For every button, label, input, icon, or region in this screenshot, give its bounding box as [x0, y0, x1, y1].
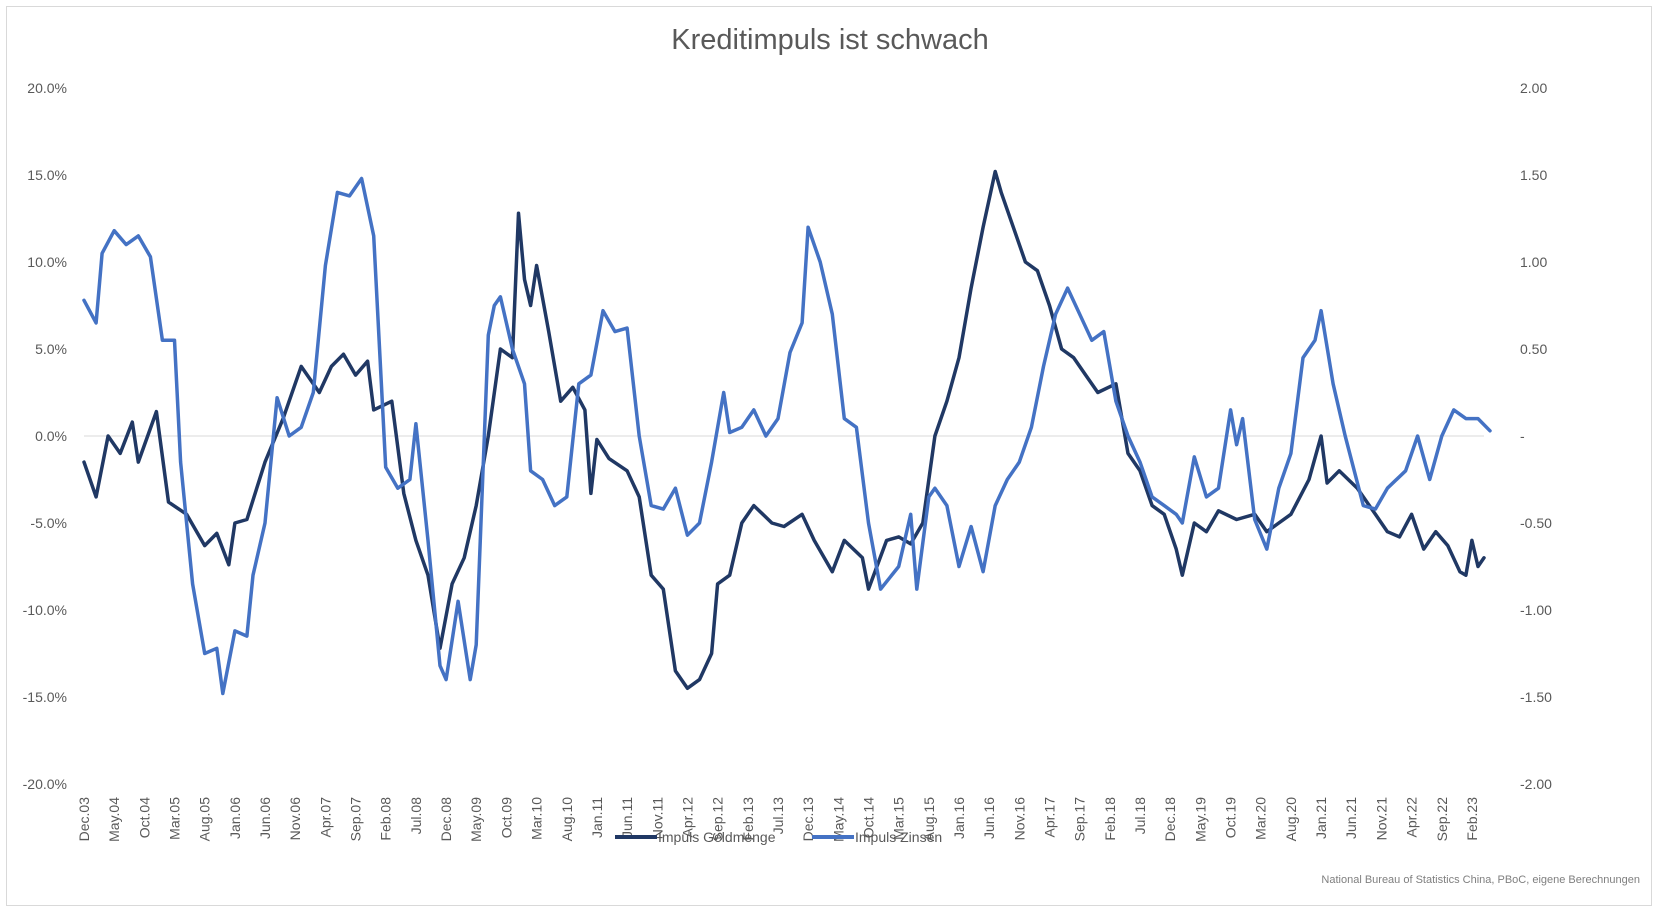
y-right-tick-label: -0.50: [1520, 515, 1552, 531]
x-tick-label: May.19: [1192, 797, 1208, 842]
x-tick-label: Feb.18: [1102, 797, 1118, 841]
x-tick-label: May.14: [830, 797, 846, 842]
y-right-tick-label: 1.50: [1520, 167, 1547, 183]
y-right-axis: 2.00 1.50 1.00 0.50 - -0.50 -1.00 -1.50 -2.00: [1520, 80, 1552, 792]
legend: Impuls Geldmenge Impuls Zinsen: [615, 829, 942, 845]
x-tick-label: Mar.05: [167, 797, 183, 840]
chart-frame: [6, 6, 1652, 906]
x-tick-label: Mar.20: [1253, 797, 1269, 840]
source-note: National Bureau of Statistics China, PBo…: [1321, 874, 1640, 886]
x-tick-label: Mar.10: [529, 797, 545, 840]
x-tick-label: Feb.08: [378, 797, 394, 841]
y-right-tick-label: 0.50: [1520, 341, 1547, 357]
chart-title: Kreditimpuls ist schwach: [671, 24, 989, 56]
x-tick-label: Oct.19: [1223, 797, 1239, 838]
x-tick-label: Sep.07: [348, 797, 364, 842]
x-tick-label: Jun.21: [1343, 797, 1359, 839]
x-tick-label: Jul.08: [408, 797, 424, 835]
y-right-tick-label: 1.00: [1520, 254, 1547, 270]
x-tick-label: Jun.06: [257, 797, 273, 839]
x-tick-label: Aug.20: [1283, 797, 1299, 842]
y-left-tick-label: 15.0%: [27, 167, 67, 183]
y-left-tick-label: -5.0%: [30, 515, 67, 531]
y-left-tick-label: 20.0%: [27, 80, 67, 96]
x-tick-label: Dec.03: [76, 797, 92, 842]
x-tick-label: Jul.13: [770, 797, 786, 835]
y-left-tick-label: 0.0%: [35, 428, 67, 444]
y-left-tick-label: -20.0%: [23, 776, 67, 792]
x-tick-label: Dec.18: [1162, 797, 1178, 842]
y-right-tick-label: -1.50: [1520, 689, 1552, 705]
y-right-tick-label: -: [1520, 428, 1525, 444]
legend-label-impuls-geldmenge: Impuls Geldmenge: [658, 829, 776, 845]
x-tick-label: Nov.11: [649, 797, 665, 839]
x-tick-label: Nov.16: [1011, 797, 1027, 841]
x-tick-label: Oct.04: [136, 797, 152, 838]
y-right-tick-label: -1.00: [1520, 602, 1552, 618]
series-layer: [82, 169, 1492, 696]
y-left-tick-label: -15.0%: [23, 689, 67, 705]
x-tick-label: Jun.16: [981, 797, 997, 839]
x-tick-label: Apr.22: [1404, 797, 1420, 838]
series-line-impuls-geldmenge: [82, 169, 1486, 691]
x-tick-label: Sep.12: [710, 797, 726, 842]
x-tick-label: Apr.12: [679, 797, 695, 838]
x-tick-label: Jul.18: [1132, 797, 1148, 835]
x-tick-label: Apr.17: [1042, 797, 1058, 838]
x-tick-label: Jan.16: [951, 797, 967, 839]
y-left-tick-label: -10.0%: [23, 602, 67, 618]
x-tick-label: Jun.11: [619, 797, 635, 838]
x-axis: Dec.03 May.04 Oct.04 Mar.05 Aug.05 Jan.06 Jun.…: [76, 797, 1480, 842]
x-tick-label: May.04: [106, 797, 122, 842]
x-tick-label: Jan.06: [227, 797, 243, 839]
x-tick-label: Jan.21: [1313, 797, 1329, 839]
series-line-impuls-zinsen: [82, 176, 1492, 696]
x-tick-label: Jan.11: [589, 797, 605, 838]
y-right-tick-label: -2.00: [1520, 776, 1552, 792]
x-tick-label: Aug.05: [197, 797, 213, 842]
x-tick-label: Nov.21: [1373, 797, 1389, 841]
x-tick-label: Feb.23: [1464, 797, 1480, 841]
x-tick-label: Oct.09: [498, 797, 514, 838]
y-right-tick-label: 2.00: [1520, 80, 1547, 96]
x-tick-label: May.09: [468, 797, 484, 842]
y-left-tick-label: 5.0%: [35, 341, 67, 357]
x-tick-label: Aug.10: [559, 797, 575, 842]
x-tick-label: Dec.13: [800, 797, 816, 842]
x-tick-label: Oct.14: [860, 797, 876, 838]
legend-label-impuls-zinsen: Impuls Zinsen: [855, 829, 942, 845]
y-left-axis: 20.0% 15.0% 10.0% 5.0% 0.0% -5.0% -10.0% -15.0%…: [23, 80, 67, 792]
y-left-tick-label: 10.0%: [27, 254, 67, 270]
x-tick-label: Mar.15: [891, 797, 907, 840]
x-tick-label: Dec.08: [438, 797, 454, 842]
x-tick-label: Sep.17: [1072, 797, 1088, 842]
x-tick-label: Apr.07: [317, 797, 333, 838]
x-tick-label: Aug.15: [921, 797, 937, 842]
x-tick-label: Sep.22: [1434, 797, 1450, 842]
x-tick-label: Feb.13: [740, 797, 756, 841]
x-tick-label: Nov.06: [287, 797, 303, 841]
